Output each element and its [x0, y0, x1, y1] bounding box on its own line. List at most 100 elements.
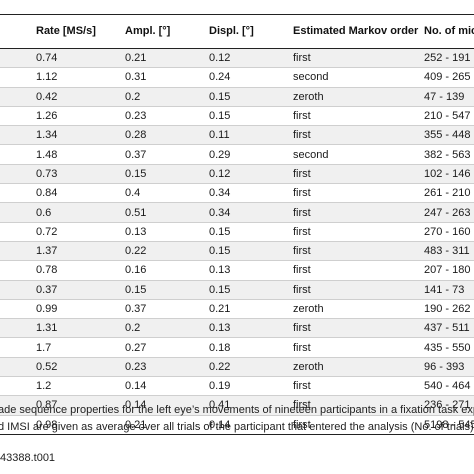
table-body: 0.74 0.21 0.12 first 252 - 191 1.12 0.31 0.24 se…: [0, 48, 474, 435]
cell-markov-order: first: [293, 414, 424, 435]
cell-rate: 0.87: [36, 395, 125, 416]
table-row: 0.84 0.4 0.34 first 261 - 210: [0, 183, 474, 203]
cell-ampl: 0.4: [125, 183, 209, 203]
table-row: 1.34 0.28 0.11 first 355 - 448: [0, 125, 474, 145]
cell-ampl: 0.16: [125, 260, 209, 281]
cell-markov-order: zeroth: [293, 298, 424, 319]
cell-markov-order: first: [293, 125, 424, 145]
table-row: 0.72 0.13 0.15 first 270 - 160: [0, 221, 474, 242]
cell-no-of-micro: 190 - 262: [424, 298, 474, 319]
saccade-properties-table: ls Rate [MS/s] Ampl. [°] Displ. [°] Esti…: [0, 14, 474, 435]
cell-ampl: 0.2: [125, 86, 209, 107]
cell-markov-order: first: [293, 318, 424, 338]
table-row: 1.26 0.23 0.15 first 210 - 547: [0, 105, 474, 126]
cell-rate: 1.7: [36, 337, 125, 358]
cell-no-of-micro: 435 - 550: [424, 337, 474, 358]
cell-markov-order: zeroth: [293, 356, 424, 377]
cell-rate: 0.84: [36, 183, 125, 203]
cell-ampl: 0.27: [125, 337, 209, 358]
header-id: ls: [0, 14, 36, 49]
table-row: 1.31 0.2 0.13 first 437 - 511: [0, 318, 474, 338]
cell-id: [0, 144, 36, 165]
cell-rate: 1.26: [36, 105, 125, 126]
cell-displ: 0.34: [209, 202, 293, 223]
cell-no-of-micro: 270 - 160: [424, 221, 474, 242]
cell-no-of-micro: 252 - 191: [424, 48, 474, 68]
table-row: 0.74 0.21 0.12 first 252 - 191: [0, 48, 474, 68]
table-row: 0.52 0.23 0.22 zeroth 96 - 393: [0, 356, 474, 377]
cell-no-of-micro: 47 - 139: [424, 86, 474, 107]
cell-no-of-micro: 5198 - 5450: [424, 414, 474, 435]
cell-rate: 0.78: [36, 260, 125, 281]
table-row: 1.2 0.14 0.19 first 540 - 464: [0, 376, 474, 396]
cell-ampl: 0.31: [125, 67, 209, 88]
cell-rate: 0.72: [36, 221, 125, 242]
cell-no-of-micro: 483 - 311: [424, 240, 474, 261]
cell-rate: 0.52: [36, 356, 125, 377]
cell-ampl: 0.13: [125, 221, 209, 242]
cell-ampl: 0.51: [125, 202, 209, 223]
caption-line-1: ade sequence properties for the left eye…: [0, 404, 474, 416]
cell-displ: 0.24: [209, 67, 293, 88]
cell-rate: 0.74: [36, 48, 125, 68]
cell-markov-order: first: [293, 376, 424, 396]
table-row: 1.48 0.37 0.29 second 382 - 563: [0, 144, 474, 165]
cell-id: [0, 279, 36, 300]
cell-markov-order: first: [293, 183, 424, 203]
cell-ampl: 0.23: [125, 356, 209, 377]
cell-id: [0, 86, 36, 107]
cell-no-of-micro: 207 - 180: [424, 260, 474, 281]
cell-markov-order: first: [293, 221, 424, 242]
cell-displ: 0.13: [209, 318, 293, 338]
cell-markov-order: first: [293, 279, 424, 300]
cell-displ: 0.15: [209, 105, 293, 126]
cell-no-of-micro: 141 - 73: [424, 279, 474, 300]
cell-id: [0, 260, 36, 281]
cell-rate: 0.6: [36, 202, 125, 223]
cell-no-of-micro: 102 - 146: [424, 163, 474, 184]
cell-displ: 0.15: [209, 221, 293, 242]
cell-displ: 0.15: [209, 279, 293, 300]
cell-rate: 1.2: [36, 376, 125, 396]
cell-id: [0, 240, 36, 261]
cell-markov-order: first: [293, 105, 424, 126]
cell-markov-order: first: [293, 163, 424, 184]
cell-ampl: 0.22: [125, 240, 209, 261]
cell-displ: 0.22: [209, 356, 293, 377]
cell-id: [0, 125, 36, 145]
cell-markov-order: first: [293, 337, 424, 358]
table-row: 1.7 0.27 0.18 first 435 - 550: [0, 337, 474, 358]
cell-displ: 0.15: [209, 86, 293, 107]
cell-id: [0, 67, 36, 88]
cell-displ: 0.15: [209, 240, 293, 261]
cell-markov-order: first: [293, 48, 424, 68]
cell-no-of-micro: 236 - 271: [424, 395, 474, 416]
cell-rate: 0.37: [36, 279, 125, 300]
cell-markov-order: first: [293, 202, 424, 223]
cell-ampl: 0.37: [125, 298, 209, 319]
table-header-row: ls Rate [MS/s] Ampl. [°] Displ. [°] Esti…: [0, 14, 474, 49]
cell-id: [0, 337, 36, 358]
cell-ampl: 0.15: [125, 163, 209, 184]
cell-no-of-micro: 437 - 511: [424, 318, 474, 338]
table-doi: 43388.t001: [0, 452, 56, 464]
cell-rate: 1.48: [36, 144, 125, 165]
table-row: 1.37 0.22 0.15 first 483 - 311: [0, 240, 474, 261]
cell-displ: 0.11: [209, 125, 293, 145]
cell-displ: 0.21: [209, 298, 293, 319]
cell-rate: 1.37: [36, 240, 125, 261]
table-row: 0.6 0.51 0.34 first 247 - 263: [0, 202, 474, 223]
cell-id: [0, 414, 36, 435]
cell-ampl: 0.28: [125, 125, 209, 145]
cell-id: [0, 298, 36, 319]
caption-line-2: d IMSI are given as average over all tri…: [0, 421, 474, 433]
table-row: 1.12 0.31 0.24 second 409 - 265: [0, 67, 474, 88]
header-no-of-micro: No. of micr: [424, 14, 474, 49]
cell-markov-order: first: [293, 260, 424, 281]
table-row: 0.87 0.14 0.41 first 236 - 271: [0, 395, 474, 416]
cell-displ: 0.13: [209, 260, 293, 281]
cell-ampl: 0.2: [125, 318, 209, 338]
table-row: 0.42 0.2 0.15 zeroth 47 - 139: [0, 86, 474, 107]
table-row: 0.37 0.15 0.15 first 141 - 73: [0, 279, 474, 300]
